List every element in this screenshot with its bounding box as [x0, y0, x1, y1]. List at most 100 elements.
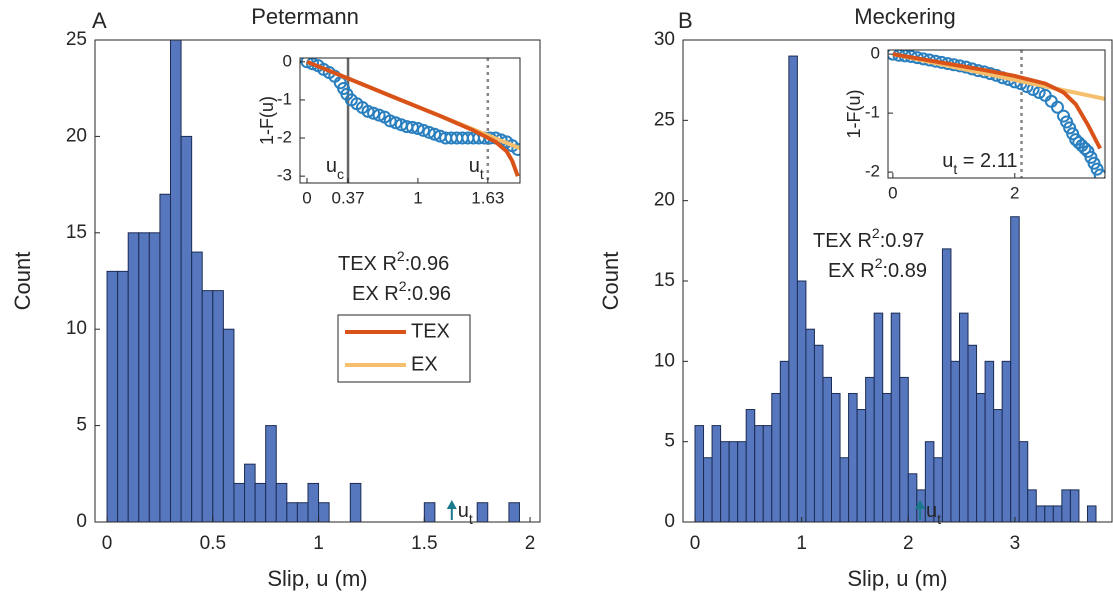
bar — [1001, 360, 1012, 522]
bar — [1044, 505, 1054, 522]
x-axis-label: Slip, u (m) — [847, 566, 947, 591]
y-tick-label: 10 — [66, 318, 87, 339]
x-tick-label: 1.5 — [411, 533, 437, 554]
bar — [984, 360, 995, 522]
y-tick-label: 25 — [654, 109, 675, 130]
data-point — [389, 116, 403, 130]
bar — [950, 360, 960, 522]
bar — [307, 482, 320, 522]
bar — [349, 482, 362, 522]
bar — [423, 502, 436, 522]
chart-title: Meckering — [854, 4, 955, 29]
plot-area — [106, 40, 520, 522]
y-tick-label: -2 — [277, 128, 292, 147]
bar — [159, 193, 172, 522]
threshold-marker-label: ut — [458, 500, 473, 526]
marker-symbol: u — [458, 500, 469, 522]
bar — [694, 425, 705, 522]
annotation-value: :0.96 — [405, 253, 449, 275]
bar — [941, 248, 952, 522]
fit-line — [892, 52, 1102, 150]
plot-area — [694, 55, 1097, 522]
bar — [805, 328, 815, 522]
data-point — [383, 114, 397, 128]
y-tick-label: 5 — [664, 431, 675, 452]
threshold-subscript: t — [480, 166, 484, 182]
x-tick-label: 2 — [903, 533, 914, 554]
bar — [993, 409, 1003, 522]
threshold-label: ut = 2.11 — [942, 150, 1017, 176]
annotation-value: :0.97 — [880, 230, 924, 252]
threshold-value: = 2.11 — [957, 150, 1017, 172]
y-tick-label: 0 — [871, 44, 880, 63]
bar — [745, 409, 756, 522]
bar — [728, 441, 739, 522]
y-tick-label: -1 — [865, 103, 880, 122]
threshold-subscript: c — [337, 166, 344, 182]
panel-letter: B — [678, 8, 693, 33]
bar — [873, 312, 884, 522]
x-tick-label: 1 — [796, 533, 807, 554]
threshold-label: ut — [469, 155, 484, 181]
threshold-symbol: u — [942, 150, 953, 172]
bar — [254, 482, 267, 522]
y-tick-label: -2 — [865, 162, 880, 181]
annotation-superscript: 2 — [875, 255, 883, 271]
bar — [856, 409, 867, 522]
marker-subscript: t — [937, 511, 941, 527]
y-axis-label: Count — [10, 252, 35, 311]
bar — [212, 290, 224, 522]
bar — [296, 502, 309, 522]
y-axis-label: Count — [598, 252, 623, 311]
bar — [976, 392, 986, 522]
bar — [1027, 489, 1037, 522]
bar — [890, 312, 901, 522]
data-point — [361, 104, 375, 118]
bar — [754, 425, 764, 522]
y-tick-label: 10 — [654, 350, 675, 371]
arrow-head — [915, 500, 926, 509]
data-point — [511, 142, 520, 156]
bar — [1086, 505, 1097, 522]
y-tick-label: 5 — [76, 415, 87, 436]
bar — [138, 232, 150, 522]
panel-letter: A — [92, 8, 107, 33]
x-tick-label: 0 — [102, 533, 113, 554]
bar — [882, 392, 892, 522]
data-point — [367, 106, 381, 120]
bar — [127, 232, 140, 522]
annotation-text: TEX R — [813, 230, 872, 252]
fit-annotation: TEX R2:0.97 — [813, 225, 924, 253]
plot-area — [300, 58, 520, 183]
threshold-symbol: u — [469, 155, 480, 177]
annotation-text: TEX R — [338, 253, 397, 275]
bar — [899, 376, 909, 522]
arrow-head — [446, 500, 457, 509]
fit-annotation: EX R2:0.89 — [828, 255, 927, 283]
bar — [265, 425, 277, 522]
axes-box — [94, 39, 541, 523]
bar — [839, 457, 850, 522]
bar — [170, 40, 182, 522]
bar — [1061, 489, 1071, 522]
bar — [813, 344, 824, 522]
bar — [1010, 216, 1020, 522]
bar — [275, 482, 288, 522]
bar — [720, 441, 730, 522]
fit-annotation: TEX R2:0.96 — [338, 248, 449, 276]
x-tick-label: 1.63 — [471, 188, 504, 207]
bar — [771, 392, 781, 522]
bar — [1035, 505, 1046, 522]
bar — [191, 251, 203, 522]
bar — [244, 463, 256, 522]
data-point — [372, 108, 386, 122]
bar — [958, 312, 969, 522]
bar — [967, 344, 978, 522]
y-tick-label: 0 — [283, 51, 292, 70]
bar — [222, 328, 235, 522]
bar — [1018, 441, 1029, 522]
data-point — [422, 125, 436, 139]
bar — [148, 232, 161, 522]
